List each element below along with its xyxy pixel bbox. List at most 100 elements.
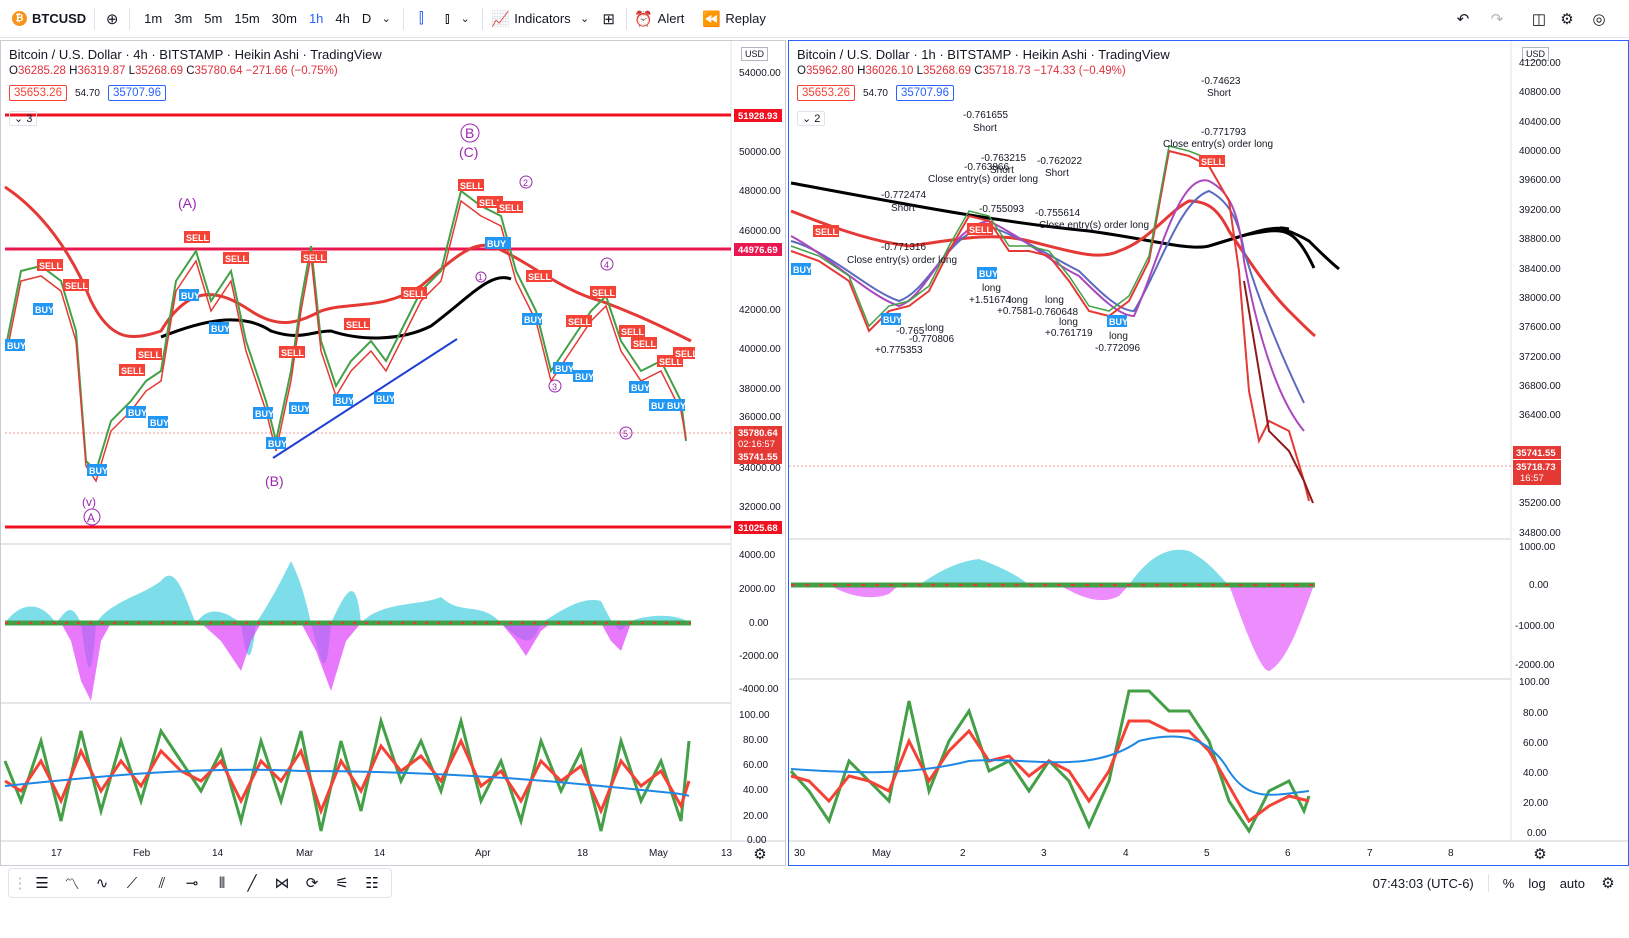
timeframe-group: 1m 3m 5m 15m 30m 1h 4h D ⌄ bbox=[138, 0, 395, 38]
wave-label-1: 1 bbox=[478, 273, 483, 282]
wave-label-2: 2 bbox=[523, 178, 528, 188]
timeframe-15m[interactable]: 15m bbox=[234, 11, 260, 26]
timeframe-1h[interactable]: 1h bbox=[308, 11, 324, 26]
indicator-collapse[interactable]: ⌄ 3 bbox=[9, 111, 38, 126]
svg-text:-0.74623: -0.74623 bbox=[1201, 76, 1241, 87]
layout-icon[interactable]: ◫ bbox=[1531, 10, 1547, 28]
currency-selector[interactable]: USD bbox=[1522, 47, 1550, 61]
timeframe-d[interactable]: D bbox=[361, 11, 372, 26]
ask-price[interactable]: 35707.96 bbox=[108, 85, 166, 101]
replay-button[interactable]: ⏪ Replay bbox=[702, 0, 766, 38]
log-toggle[interactable]: log bbox=[1528, 875, 1546, 891]
horizontal-ray-icon[interactable]: ⊸ bbox=[185, 875, 199, 892]
osc-scale-label: -1000.00 bbox=[1515, 621, 1555, 632]
spread: 54.70 bbox=[862, 87, 888, 99]
svg-text:SELL: SELL bbox=[225, 254, 249, 264]
line-tool-icon[interactable]: ╱ bbox=[247, 875, 257, 892]
svg-text:long: long bbox=[1009, 295, 1028, 306]
svg-text:BUY: BUY bbox=[128, 408, 147, 418]
candle-style-icon[interactable]: ⫾ bbox=[444, 10, 450, 27]
trendline-icon[interactable]: ⟋ bbox=[126, 874, 138, 892]
svg-text:SELL: SELL bbox=[403, 289, 427, 299]
rsi-scale-label: 80.00 bbox=[743, 735, 769, 746]
redo-icon[interactable]: ↷ bbox=[1490, 10, 1504, 28]
bid-price[interactable]: 35653.26 bbox=[797, 85, 855, 101]
svg-text:-0.772474: -0.772474 bbox=[881, 190, 926, 201]
clock-time[interactable]: 07:43:03 (UTC-6) bbox=[1372, 875, 1474, 891]
svg-text:-0.763215: -0.763215 bbox=[981, 153, 1026, 164]
right-chart-canvas[interactable]: SELL BUY BUY BUY SELL BUY SELL -0.74623 … bbox=[789, 41, 1629, 866]
svg-text:SELL: SELL bbox=[346, 320, 370, 330]
bar-style-icon[interactable]: ⫿ bbox=[418, 10, 424, 27]
timeframe-4h[interactable]: 4h bbox=[335, 11, 350, 26]
symbol-label: BTCUSD bbox=[32, 11, 87, 26]
svg-text:-0.765: -0.765 bbox=[896, 326, 925, 337]
xabcd-pattern-icon[interactable]: ⋈ bbox=[274, 875, 290, 892]
price-scale-label: 40000.00 bbox=[1519, 146, 1561, 157]
right-chart-title: Bitcoin / U.S. Dollar · 1h · BITSTAMP · … bbox=[797, 47, 1170, 62]
indicators-button[interactable]: 📈 Indicators ⌄ bbox=[491, 0, 593, 38]
list-settings-icon[interactable]: ☷ bbox=[365, 875, 379, 892]
svg-text:long: long bbox=[982, 283, 1001, 294]
settings-gear-icon[interactable]: ⚙ bbox=[753, 846, 767, 863]
settings-gear-icon[interactable]: ⚙ bbox=[1560, 10, 1574, 28]
camera-icon[interactable]: ◎ bbox=[1592, 10, 1606, 28]
compare-add-icon[interactable]: ⊕ bbox=[105, 10, 119, 28]
chevron-down-icon[interactable]: ⌄ bbox=[381, 13, 391, 25]
bitcoin-icon: ₿ bbox=[12, 11, 27, 26]
currency-selector[interactable]: USD bbox=[741, 47, 769, 61]
level-tag-mid: 44976.69 bbox=[738, 245, 778, 256]
svg-text:SELL: SELL bbox=[65, 281, 89, 291]
timeframe-3m[interactable]: 3m bbox=[174, 11, 193, 26]
abc-wave-icon[interactable]: 〽 bbox=[64, 875, 80, 893]
sliders-icon[interactable]: ⚟ bbox=[335, 875, 349, 892]
drag-handle-icon[interactable]: ⋮ bbox=[12, 875, 28, 892]
wave-label-3: 3 bbox=[552, 382, 557, 392]
alert-button[interactable]: ⏰ Alert bbox=[634, 0, 685, 38]
price-scale-label: 50000.00 bbox=[739, 147, 781, 158]
x-axis-label: 18 bbox=[577, 848, 589, 859]
svg-text:SELL: SELL bbox=[303, 253, 327, 263]
auto-toggle[interactable]: auto bbox=[1559, 875, 1585, 891]
left-bid-ask: 35653.26 54.70 35707.96 bbox=[9, 85, 166, 101]
price-scale-label: 36800.00 bbox=[1519, 381, 1561, 392]
right-chart-pane[interactable]: SELL BUY BUY BUY SELL BUY SELL -0.74623 … bbox=[788, 40, 1629, 866]
rsi-scale-label: 40.00 bbox=[1523, 768, 1549, 779]
ask-price[interactable]: 35707.96 bbox=[896, 85, 954, 101]
menu-lines-icon[interactable]: ☰ bbox=[35, 875, 49, 892]
left-chart-pane[interactable]: BUY BUY SELL SELL BUY BUY BUY SELL SELL … bbox=[0, 40, 786, 866]
countdown-tag: 16:57 bbox=[1520, 473, 1544, 484]
svg-text:SELL: SELL bbox=[592, 288, 616, 298]
elliott-wave-icon[interactable]: ∿ bbox=[95, 875, 109, 892]
osc-scale-label: 1000.00 bbox=[1519, 542, 1556, 553]
rsi-scale-label: 0.00 bbox=[747, 835, 767, 846]
svg-text:BUY: BUY bbox=[793, 265, 812, 275]
bid-price[interactable]: 35653.26 bbox=[9, 85, 67, 101]
left-chart-canvas[interactable]: BUY BUY SELL SELL BUY BUY BUY SELL SELL … bbox=[1, 41, 786, 866]
symbol-search[interactable]: ₿ BTCUSD bbox=[12, 0, 86, 38]
right-signal-badges: SELL BUY BUY BUY SELL BUY SELL bbox=[791, 155, 1225, 327]
settings-gear-icon[interactable]: ⚙ bbox=[1533, 846, 1547, 863]
percent-toggle[interactable]: % bbox=[1502, 875, 1515, 891]
chevron-down-icon[interactable]: ⌄ bbox=[460, 13, 470, 25]
wave-label-A: A bbox=[87, 511, 95, 525]
rsi-scale-label: 100.00 bbox=[1519, 677, 1550, 688]
settings-gear-icon[interactable]: ⚙ bbox=[1601, 875, 1615, 892]
indicator-collapse[interactable]: ⌄ 2 bbox=[797, 111, 826, 126]
templates-icon[interactable]: ⊞ bbox=[602, 10, 615, 28]
channel-icon[interactable]: ⫽ bbox=[158, 874, 166, 892]
svg-text:SELL: SELL bbox=[39, 261, 63, 271]
chevron-down-icon: ⌄ bbox=[580, 13, 590, 25]
chevron-down-icon: ⌄ bbox=[14, 113, 24, 125]
timeframe-1m[interactable]: 1m bbox=[144, 11, 163, 26]
alert-label: Alert bbox=[657, 11, 685, 26]
undo-icon[interactable]: ↶ bbox=[1456, 10, 1470, 28]
svg-text:BUY: BUY bbox=[979, 269, 998, 279]
bars-pattern-icon[interactable]: ⦀ bbox=[218, 874, 226, 892]
cycle-icon[interactable]: ⟳ bbox=[305, 875, 319, 892]
svg-text:SELL: SELL bbox=[186, 233, 210, 243]
timeframe-5m[interactable]: 5m bbox=[204, 11, 223, 26]
timeframe-30m[interactable]: 30m bbox=[271, 11, 297, 26]
sma-tag: 35741.55 bbox=[738, 452, 778, 463]
rsi-scale-label: 0.00 bbox=[1527, 828, 1547, 839]
